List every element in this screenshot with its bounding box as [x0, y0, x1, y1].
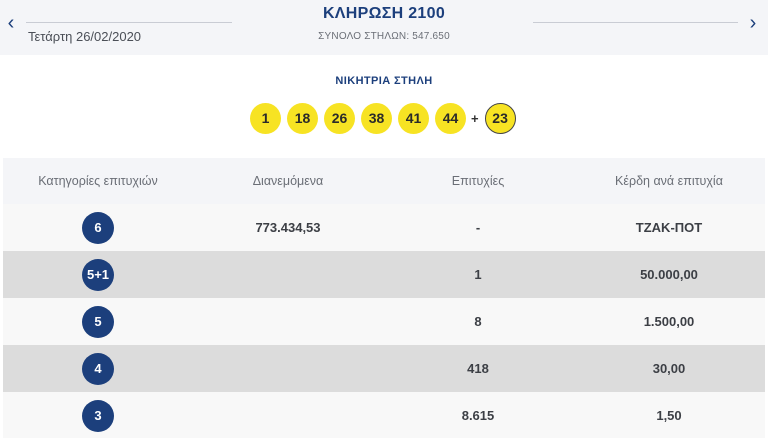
winning-number-ball: 44 [435, 102, 466, 134]
table-row: 6 773.434,53 - ΤΖΑΚ-ΠΟΤ [3, 204, 765, 251]
prize-table: Κατηγορίες επιτυχιών Διανεμόμενα Επιτυχί… [3, 158, 765, 438]
winners-cell: 418 [467, 361, 489, 376]
header-category: Κατηγορίες επιτυχιών [38, 174, 158, 188]
plus-sign: + [471, 110, 479, 126]
prize-cell: ΤΖΑΚ-ΠΟΤ [635, 220, 703, 235]
joker-number-ball: 23 [484, 102, 516, 134]
draw-title: ΚΛΗΡΩΣΗ 2100 [322, 5, 446, 22]
prize-cell: 1.500,00 [643, 314, 695, 329]
winners-cell: 8.615 [461, 408, 495, 423]
category-badge: 3 [82, 399, 114, 432]
divider-left [26, 22, 232, 23]
winning-number-ball: 1 [250, 102, 281, 134]
winning-number-ball: 26 [324, 102, 355, 134]
category-badge: 5 [82, 305, 114, 338]
table-row: 5+1 1 50.000,00 [3, 251, 765, 298]
category-badge: 4 [82, 352, 114, 385]
winning-column-label: ΝΙΚΗΤΡΙΑ ΣΤΗΛΗ [335, 75, 433, 87]
distributed-cell: 773.434,53 [255, 220, 321, 235]
divider-right [533, 22, 738, 23]
header-winners: Επιτυχίες [451, 174, 505, 188]
winning-number-ball: 18 [287, 102, 318, 134]
chevron-left-icon[interactable]: ‹ [7, 12, 15, 34]
draw-header: ‹ Τετάρτη 26/02/2020 ΚΛΗΡΩΣΗ 2100 ΣΥΝΟΛΟ… [0, 0, 768, 55]
winning-number-ball: 38 [361, 102, 392, 134]
table-header: Κατηγορίες επιτυχιών Διανεμόμενα Επιτυχί… [3, 158, 765, 204]
header-prize: Κέρδη ανά επιτυχία [615, 174, 723, 188]
winners-cell: - [475, 220, 481, 235]
table-row: 3 8.615 1,50 [3, 392, 765, 438]
category-badge: 5+1 [82, 258, 114, 291]
category-badge: 6 [82, 211, 114, 244]
table-row: 4 418 30,00 [3, 345, 765, 392]
winning-numbers: 1 18 26 38 41 44 + 23 [250, 102, 522, 134]
draw-date: Τετάρτη 26/02/2020 [28, 29, 142, 44]
total-columns: ΣΥΝΟΛΟ ΣΤΗΛΩΝ: 547.650 [318, 31, 450, 42]
prize-cell: 30,00 [652, 361, 686, 376]
winners-cell: 8 [474, 314, 482, 329]
header-distributed: Διανεμόμενα [252, 174, 324, 188]
prize-cell: 1,50 [656, 408, 682, 423]
chevron-right-icon[interactable]: › [749, 12, 757, 34]
winning-number-ball: 41 [398, 102, 429, 134]
table-row: 5 8 1.500,00 [3, 298, 765, 345]
winners-cell: 1 [474, 267, 482, 282]
prize-cell: 50.000,00 [640, 267, 698, 282]
